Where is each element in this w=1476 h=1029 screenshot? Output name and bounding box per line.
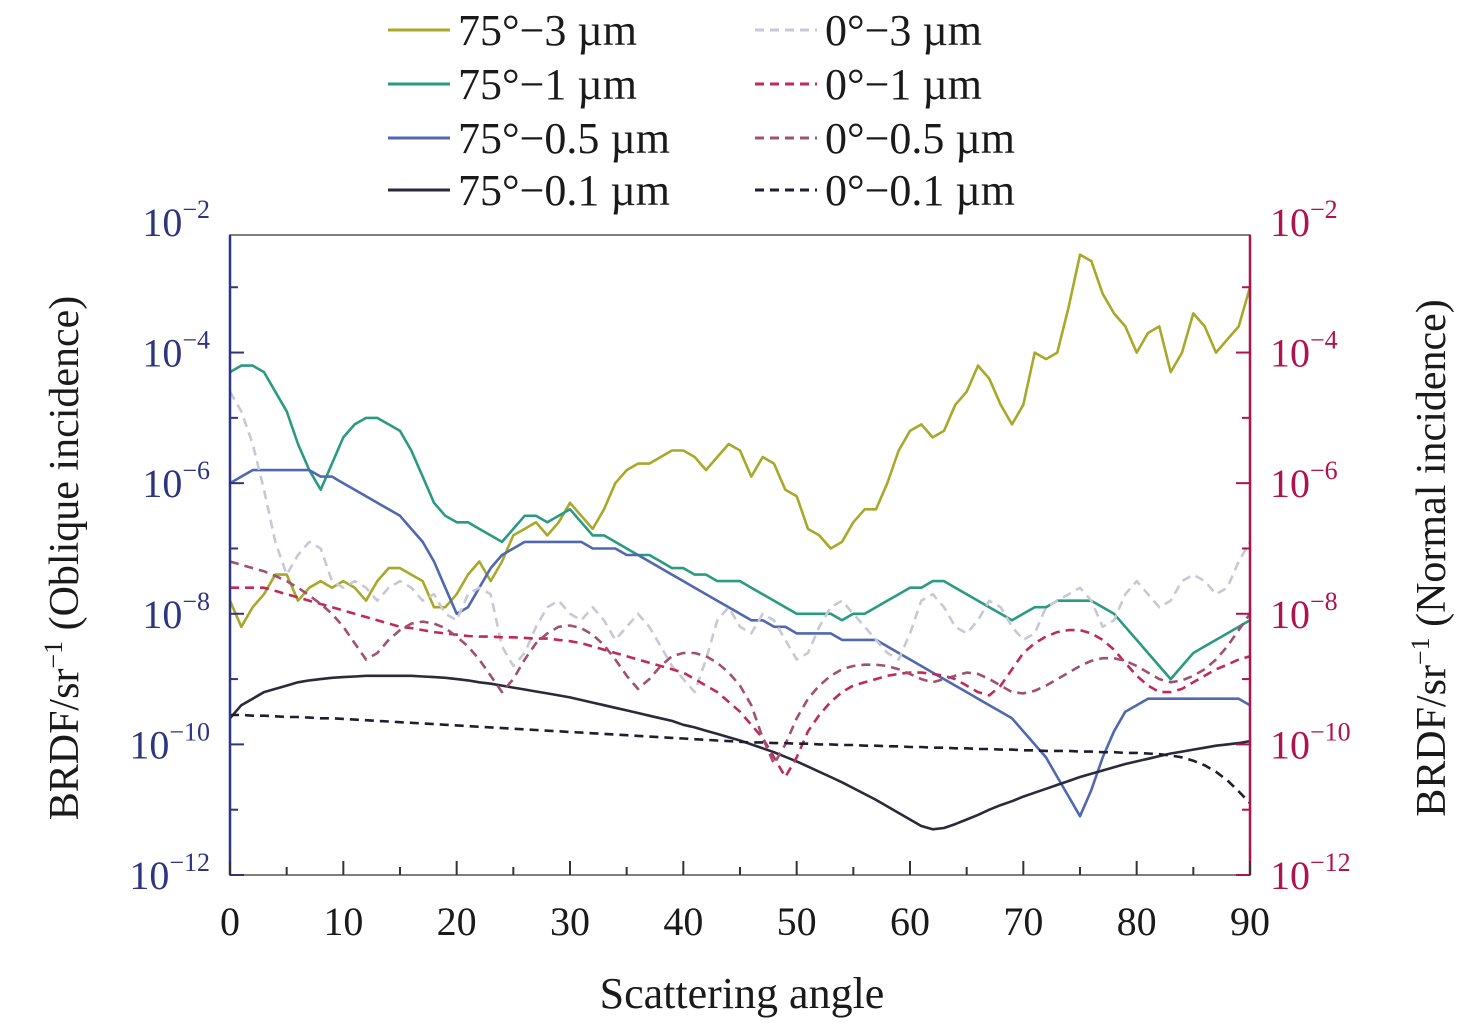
tick-base: 10 [1270, 592, 1310, 637]
tick-exp: −2 [182, 195, 210, 224]
series-line-6 [229, 560, 1252, 766]
tick-exp: −12 [169, 848, 210, 877]
tick-base: 10 [142, 200, 182, 245]
left-y-tick-label: 10−4 [142, 326, 210, 376]
tick-base: 10 [1270, 461, 1310, 506]
tick-exp: −8 [182, 587, 210, 616]
tick-exp: −10 [1310, 717, 1351, 746]
right-y-axis-label-base: BRDF/sr [1409, 665, 1455, 817]
right-y-tick-label: 10−6 [1270, 456, 1338, 506]
tick-exp: −2 [1310, 195, 1338, 224]
left-y-tick-label: 10−6 [142, 456, 210, 506]
left-y-tick-label: 10−10 [129, 717, 210, 767]
tick-base: 10 [1270, 331, 1310, 376]
x-axis: 0 10 20 30 40 50 60 70 80 90 [220, 861, 1270, 944]
legend-label-3: 75°−0.1 µm [458, 166, 670, 215]
tick-exp: −10 [169, 717, 210, 746]
right-y-tick-label: 10−8 [1270, 587, 1338, 637]
series-line-4 [228, 391, 1252, 694]
legend-label-6: 0°−0.5 µm [825, 114, 1015, 163]
x-axis-label: Scattering angle [600, 969, 885, 1018]
legend-label-7: 0°−0.1 µm [825, 166, 1015, 215]
right-y-tick-label: 10−4 [1270, 326, 1338, 376]
tick-base: 10 [142, 592, 182, 637]
left-y-axis-label-exp: −1 [39, 641, 68, 669]
tick-base: 10 [1270, 200, 1310, 245]
tick-base: 10 [129, 853, 169, 898]
x-tick-label: 90 [1230, 899, 1270, 944]
tick-base: 10 [1270, 853, 1310, 898]
left-y-axis-label-base: BRDF/sr [42, 669, 88, 821]
right-y-tick-label: 10−2 [1270, 195, 1338, 245]
x-tick-label: 20 [437, 899, 477, 944]
x-tick-label: 30 [550, 899, 590, 944]
x-tick-label: 0 [220, 899, 240, 944]
left-y-tick-label: 10−12 [129, 848, 210, 898]
series-line-7 [230, 713, 1251, 805]
series-line-0 [228, 253, 1252, 629]
x-tick-label: 50 [777, 899, 817, 944]
series-layer [228, 253, 1252, 831]
plot-area [228, 234, 1252, 876]
legend-label-1: 75°−1 µm [458, 60, 637, 109]
tick-base: 10 [142, 461, 182, 506]
left-y-tick-label: 10−8 [142, 587, 210, 637]
tick-exp: −6 [182, 456, 210, 485]
left-y-axis-label: BRDF/sr−1 (Oblique incidence) [39, 296, 88, 821]
tick-base: 10 [142, 331, 182, 376]
plot-frame [229, 234, 1251, 876]
right-y-tick-label: 10−12 [1270, 848, 1351, 898]
left-y-axis-label-suffix: (Oblique incidence) [42, 296, 88, 641]
x-tick-label: 70 [1003, 899, 1043, 944]
x-tick-label: 80 [1117, 899, 1157, 944]
legend-label-4: 0°−3 µm [825, 6, 982, 55]
series-line-3 [229, 674, 1251, 831]
series-line-2 [229, 468, 1251, 818]
tick-exp: −4 [1310, 326, 1338, 355]
legend-label-0: 75°−3 µm [458, 6, 637, 55]
series-line-1 [229, 364, 1251, 681]
tick-base: 10 [1270, 722, 1310, 767]
tick-exp: −12 [1310, 848, 1351, 877]
x-tick-label: 40 [663, 899, 703, 944]
tick-base: 10 [129, 722, 169, 767]
right-y-axis-label-suffix: (Normal incidence) [1409, 299, 1455, 637]
x-tick-label: 60 [890, 899, 930, 944]
series-line-5 [230, 586, 1251, 779]
legend-label-2: 75°−0.5 µm [458, 114, 670, 163]
x-tick-label: 10 [323, 899, 363, 944]
tick-exp: −4 [182, 326, 210, 355]
legend-label-5: 0°−1 µm [825, 60, 982, 109]
right-y-axis-label-exp: −1 [1406, 637, 1435, 665]
right-y-tick-label: 10−10 [1270, 717, 1351, 767]
tick-exp: −6 [1310, 456, 1338, 485]
tick-exp: −8 [1310, 587, 1338, 616]
right-y-axis-label: BRDF/sr−1 (Normal incidence) [1406, 299, 1455, 817]
left-y-tick-label: 10−2 [142, 195, 210, 245]
